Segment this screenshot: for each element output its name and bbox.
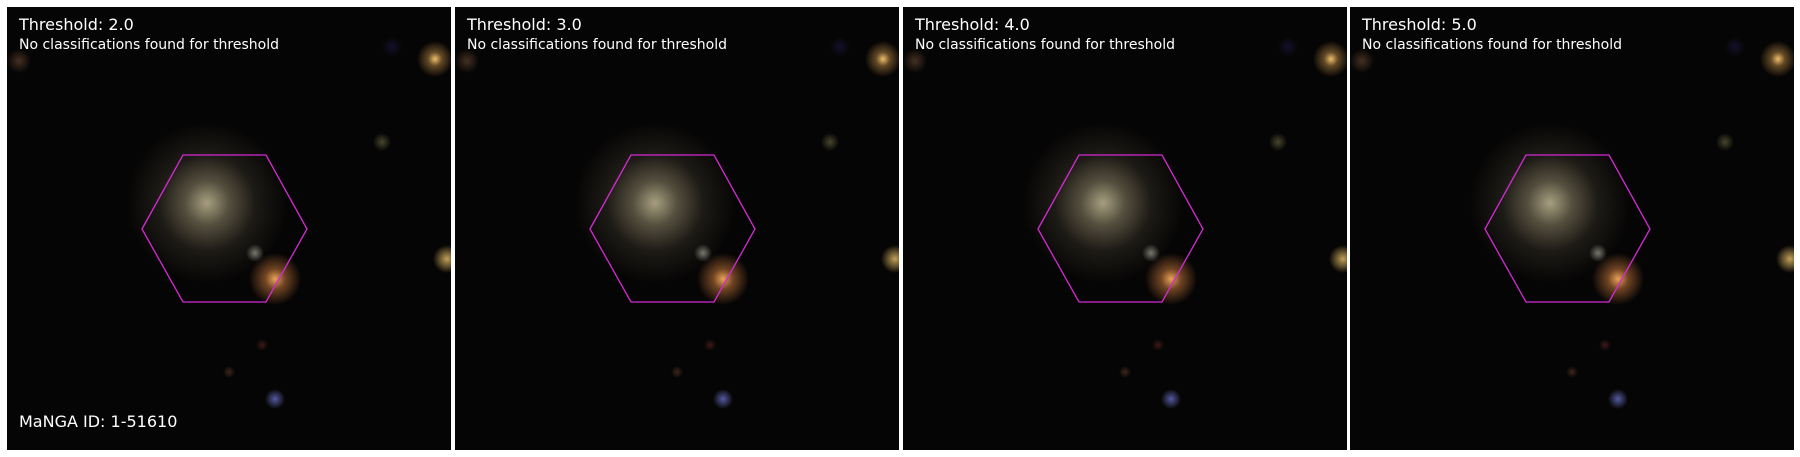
galaxy-image-panel-threshold-3: Threshold: 3.0 No classifications found … bbox=[455, 7, 899, 450]
no-classifications-message: No classifications found for threshold bbox=[467, 37, 727, 53]
galaxy-image-panel-threshold-5: Threshold: 5.0 No classifications found … bbox=[1350, 7, 1794, 450]
manga-id-label: MaNGA ID: 1-51610 bbox=[19, 412, 178, 431]
ifu-hexagon-outline bbox=[1484, 154, 1651, 303]
galaxy-image-panel-threshold-4: Threshold: 4.0 No classifications found … bbox=[903, 7, 1347, 450]
threshold-title: Threshold: 4.0 bbox=[915, 15, 1030, 34]
galaxy-image-panel-threshold-2: Threshold: 2.0 No classifications found … bbox=[7, 7, 451, 450]
ifu-hexagon-outline bbox=[589, 154, 756, 303]
ifu-hexagon-outline bbox=[1037, 154, 1204, 303]
threshold-title: Threshold: 2.0 bbox=[19, 15, 134, 34]
no-classifications-message: No classifications found for threshold bbox=[19, 37, 279, 53]
no-classifications-message: No classifications found for threshold bbox=[1362, 37, 1622, 53]
ifu-hexagon-outline bbox=[141, 154, 308, 303]
no-classifications-message: No classifications found for threshold bbox=[915, 37, 1175, 53]
threshold-title: Threshold: 3.0 bbox=[467, 15, 582, 34]
threshold-title: Threshold: 5.0 bbox=[1362, 15, 1477, 34]
